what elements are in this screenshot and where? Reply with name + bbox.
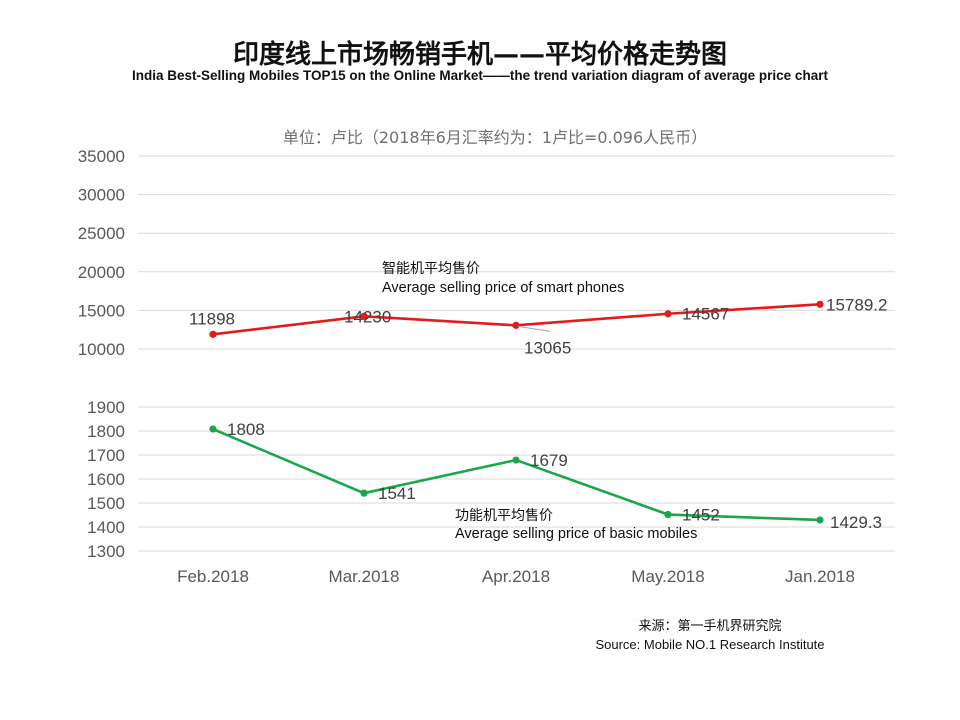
data-point (512, 456, 520, 464)
y-tick-label: 25000 (78, 224, 125, 243)
y-tick-label: 1400 (87, 518, 125, 537)
x-tick-label: Jan.2018 (785, 567, 855, 586)
series-annotation-cn: 功能机平均售价 (455, 508, 553, 524)
y-tick-label: 35000 (78, 147, 125, 166)
data-point (816, 516, 824, 524)
data-label: 1808 (227, 420, 265, 439)
data-label: 13065 (524, 338, 571, 357)
y-tick-label: 1300 (87, 542, 125, 561)
label-leader-line (517, 325, 551, 332)
x-tick-label: Feb.2018 (177, 567, 249, 586)
data-label: 15789.2 (826, 295, 887, 314)
x-tick-label: Apr.2018 (482, 567, 550, 586)
data-point (512, 321, 520, 329)
data-point (816, 300, 824, 308)
x-tick-label: Mar.2018 (329, 567, 400, 586)
data-label: 14567 (682, 305, 729, 324)
data-label: 1452 (682, 506, 720, 525)
data-point (664, 310, 672, 318)
series-line (212, 427, 821, 522)
data-label: 1429.3 (830, 513, 882, 532)
data-point (209, 425, 217, 433)
data-label: 1541 (378, 484, 416, 503)
source-note: 来源：第一手机界研究院 Source: Mobile NO.1 Research… (560, 618, 860, 654)
chart-subtitle: India Best-Selling Mobiles TOP15 on the … (132, 68, 828, 83)
series-annotation-en: Average selling price of basic mobiles (455, 526, 697, 542)
data-label: 11898 (189, 309, 235, 328)
data-label: 1679 (530, 451, 568, 470)
y-tick-label: 30000 (78, 186, 125, 205)
chart-title: 印度线上市场畅销手机——平均价格走势图 (232, 40, 727, 70)
y-tick-label: 15000 (78, 301, 125, 320)
y-tick-label: 1700 (87, 446, 125, 465)
y-tick-label: 1600 (87, 470, 125, 489)
source-cn: 来源：第一手机界研究院 (638, 619, 782, 634)
unit-note: 单位：卢比（2018年6月汇率约为：1卢比=0.096人民币） (282, 128, 708, 147)
source-en: Source: Mobile NO.1 Research Institute (595, 637, 825, 652)
data-label: 14230 (344, 307, 391, 326)
y-tick-label: 10000 (78, 340, 125, 359)
data-point (360, 489, 368, 497)
data-point (360, 312, 368, 320)
series-annotation-cn: 智能机平均售价 (382, 261, 480, 277)
y-tick-label: 1500 (87, 494, 125, 513)
y-tick-label: 20000 (78, 263, 125, 282)
y-tick-label: 1900 (87, 398, 125, 417)
data-point (664, 510, 672, 519)
x-tick-label: May.2018 (631, 567, 704, 586)
series-annotation-en: Average selling price of smart phones (382, 280, 624, 296)
data-point (209, 330, 217, 338)
y-tick-label: 1800 (87, 422, 125, 441)
